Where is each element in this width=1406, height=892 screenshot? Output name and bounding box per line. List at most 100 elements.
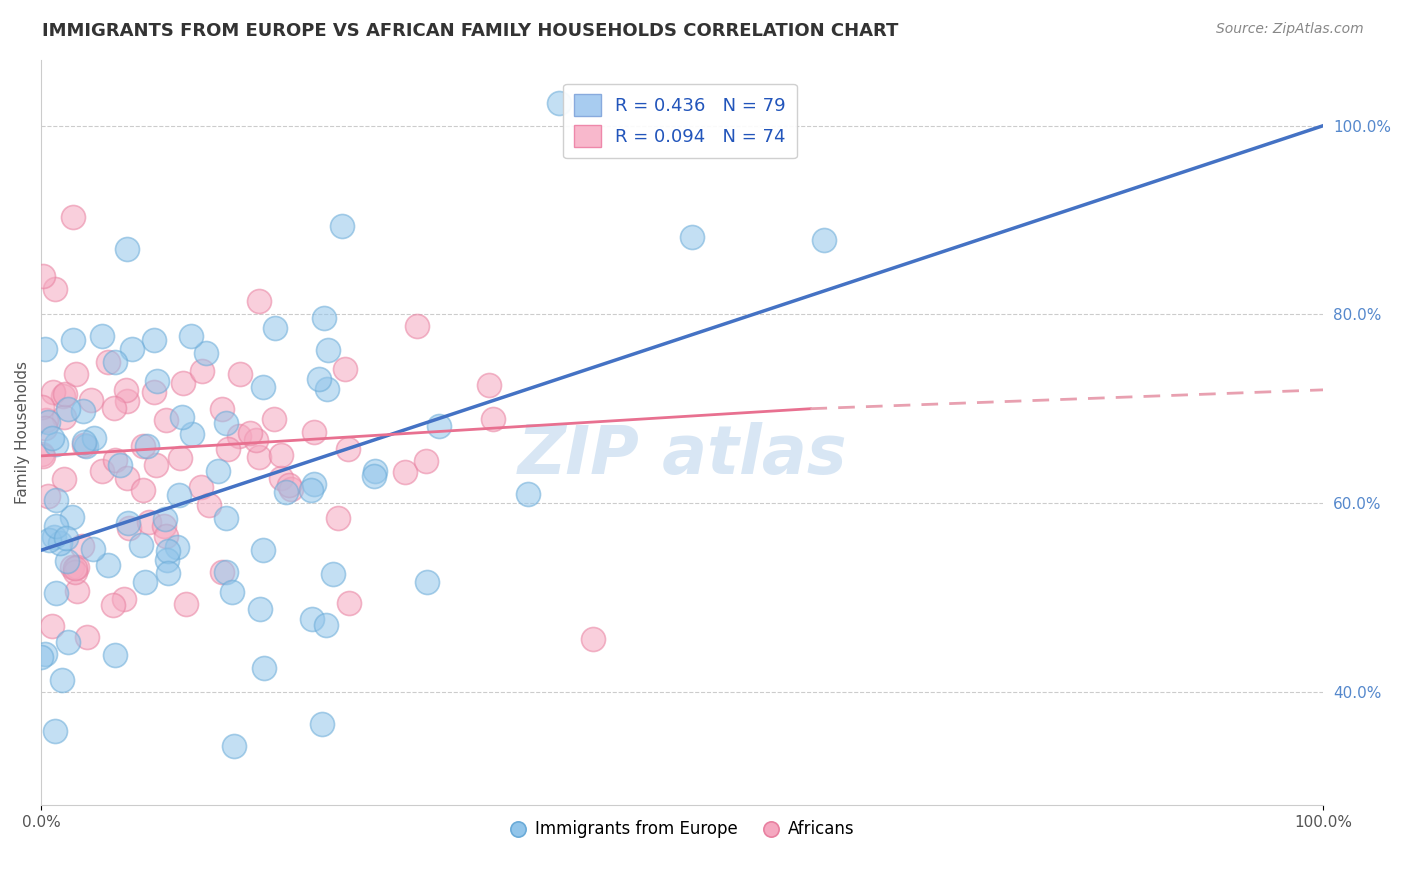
Point <box>316 382 339 396</box>
Point <box>190 480 212 494</box>
Point <box>211 401 233 416</box>
Point <box>406 318 429 333</box>
Point <box>280 483 302 497</box>
Point <box>62 333 84 347</box>
Point <box>166 541 188 555</box>
Point <box>217 442 239 456</box>
Text: ZIP atlas: ZIP atlas <box>517 422 846 488</box>
Point <box>337 596 360 610</box>
Point <box>146 374 169 388</box>
Point <box>45 437 67 451</box>
Point <box>136 439 159 453</box>
Point <box>312 310 335 325</box>
Point <box>582 632 605 647</box>
Point <box>83 431 105 445</box>
Point <box>90 464 112 478</box>
Point <box>142 385 165 400</box>
Point <box>115 383 138 397</box>
Point <box>72 403 94 417</box>
Point <box>207 465 229 479</box>
Point <box>155 529 177 543</box>
Point <box>45 585 67 599</box>
Point <box>37 415 59 429</box>
Point <box>172 410 194 425</box>
Point <box>427 419 450 434</box>
Point <box>79 393 101 408</box>
Point <box>52 472 75 486</box>
Point <box>66 559 89 574</box>
Point <box>249 602 271 616</box>
Point <box>172 376 194 390</box>
Point <box>156 566 179 581</box>
Point <box>134 574 156 589</box>
Point <box>31 268 53 283</box>
Point <box>155 413 177 427</box>
Point <box>60 560 83 574</box>
Point <box>247 294 270 309</box>
Point <box>221 584 243 599</box>
Point <box>415 454 437 468</box>
Point <box>318 343 340 357</box>
Point <box>222 739 245 754</box>
Point <box>41 619 63 633</box>
Point <box>76 630 98 644</box>
Point <box>63 560 86 574</box>
Point <box>156 553 179 567</box>
Point <box>214 416 236 430</box>
Point <box>52 389 75 403</box>
Point <box>138 515 160 529</box>
Y-axis label: Family Households: Family Households <box>15 360 30 504</box>
Point <box>299 483 322 497</box>
Point <box>153 519 176 533</box>
Point <box>37 489 59 503</box>
Point <box>72 539 94 553</box>
Point <box>104 648 127 662</box>
Point <box>174 597 197 611</box>
Point <box>104 453 127 467</box>
Point <box>73 438 96 452</box>
Point <box>169 450 191 465</box>
Point <box>41 431 63 445</box>
Point <box>44 723 66 738</box>
Point <box>478 378 501 392</box>
Point <box>311 717 333 731</box>
Point <box>56 554 79 568</box>
Point <box>482 411 505 425</box>
Point <box>167 488 190 502</box>
Point <box>252 380 274 394</box>
Text: Source: ZipAtlas.com: Source: ZipAtlas.com <box>1216 22 1364 37</box>
Point <box>245 433 267 447</box>
Point <box>31 447 53 461</box>
Point <box>62 210 84 224</box>
Point <box>302 425 325 439</box>
Point <box>34 413 56 427</box>
Point <box>270 448 292 462</box>
Point <box>115 393 138 408</box>
Point <box>60 509 83 524</box>
Point <box>34 342 56 356</box>
Legend: Immigrants from Europe, Africans: Immigrants from Europe, Africans <box>503 814 860 845</box>
Point <box>194 346 217 360</box>
Point <box>112 592 135 607</box>
Point <box>44 282 66 296</box>
Point <box>110 458 132 472</box>
Point <box>263 412 285 426</box>
Point <box>322 566 344 581</box>
Point <box>97 355 120 369</box>
Point <box>394 465 416 479</box>
Point <box>132 439 155 453</box>
Point <box>336 442 359 457</box>
Point <box>681 230 703 244</box>
Point <box>73 434 96 449</box>
Point <box>38 533 60 547</box>
Point <box>239 426 262 441</box>
Point <box>90 329 112 343</box>
Point <box>65 367 87 381</box>
Point <box>276 485 298 500</box>
Point <box>103 401 125 415</box>
Point <box>49 535 72 549</box>
Point <box>132 483 155 497</box>
Point <box>42 530 65 544</box>
Point <box>253 661 276 675</box>
Point <box>180 427 202 442</box>
